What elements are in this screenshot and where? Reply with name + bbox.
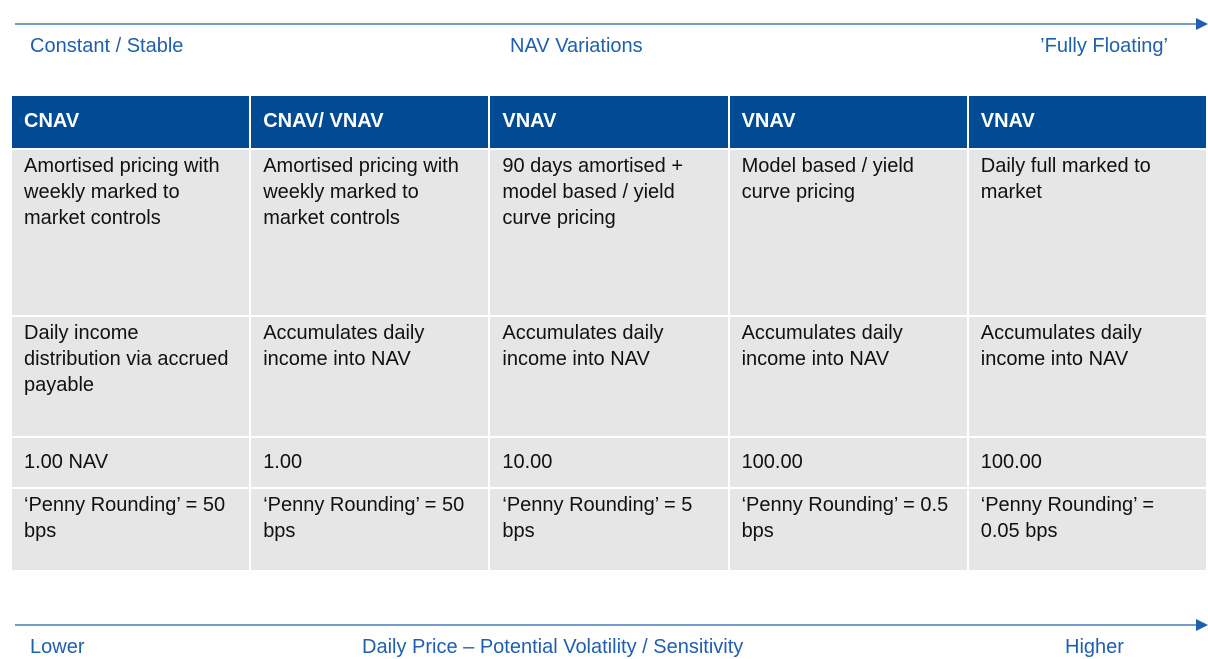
scale-label: Higher [1065, 636, 1124, 658]
table-cell: Accumulates daily income into NAV [727, 315, 969, 438]
header-row: CNAV CNAV/ VNAV VNAV VNAV VNAV [9, 94, 1208, 150]
table-cell: Amortised pricing with weekly marked to … [249, 148, 491, 317]
table-cell: ‘Penny Rounding’ = 50 bps [249, 487, 491, 572]
scale-label: Lower [30, 636, 85, 658]
scale-label: NAV Variations [510, 35, 643, 57]
table-cell: 100.00 [727, 436, 969, 489]
table-row: Amortised pricing with weekly marked to … [9, 148, 1208, 317]
table-cell: ‘Penny Rounding’ = 0.05 bps [966, 487, 1208, 572]
column-header: CNAV/ VNAV [249, 94, 491, 150]
table-cell: Accumulates daily income into NAV [488, 315, 730, 438]
top-arrowhead [1196, 18, 1208, 30]
scale-label: Daily Price – Potential Volatility / Sen… [362, 636, 744, 658]
column-header: CNAV [9, 94, 252, 150]
table-cell: ‘Penny Rounding’ = 0.5 bps [727, 487, 969, 572]
table-cell: 100.00 [966, 436, 1208, 489]
table-row: 1.00 NAV 1.00 10.00 100.00 100.00 [9, 436, 1208, 489]
table-cell: Accumulates daily income into NAV [966, 315, 1208, 438]
table-cell: ‘Penny Rounding’ = 5 bps [488, 487, 730, 572]
table-row: Daily income distribution via accrued pa… [9, 315, 1208, 438]
table-cell: Amortised pricing with weekly marked to … [9, 148, 252, 317]
scale-label: ’Fully Floating’ [1040, 35, 1168, 57]
table-cell: 1.00 NAV [9, 436, 252, 489]
bottom-arrowhead [1196, 619, 1208, 631]
column-header: VNAV [727, 94, 969, 150]
column-header: VNAV [488, 94, 730, 150]
table-row: ‘Penny Rounding’ = 50 bps ‘Penny Rounding… [9, 487, 1208, 572]
column-header: VNAV [966, 94, 1208, 150]
table-cell: Daily full marked to market [966, 148, 1208, 317]
table-cell: 10.00 [488, 436, 730, 489]
nav-table: CNAV CNAV/ VNAV VNAV VNAV VNAV Amortised pric… [9, 94, 1208, 572]
table-cell: Daily income distribution via accrued pa… [9, 315, 252, 438]
table-cell: 90 days amortised + model based / yield … [488, 148, 730, 317]
table-cell: ‘Penny Rounding’ = 50 bps [9, 487, 252, 572]
table-cell: 1.00 [249, 436, 491, 489]
table-cell: Accumulates daily income into NAV [249, 315, 491, 438]
table-cell: Model based / yield curve pricing [727, 148, 969, 317]
scale-label: Constant / Stable [30, 35, 184, 57]
